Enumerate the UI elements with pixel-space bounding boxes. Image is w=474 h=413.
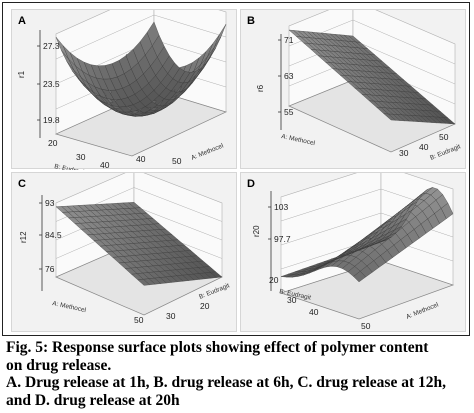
y-axis-label-b: A: Methocel <box>281 133 317 147</box>
z-axis-label-a: r1 <box>17 70 26 78</box>
surface-cell-d <box>280 273 294 278</box>
panel-b: B 71 63 55 r6 30 40 50 A: Methocel B: Eudragit <box>240 9 466 169</box>
z-tick-label-b: 71 <box>284 35 294 45</box>
z-axis-label-d: r20 <box>252 225 261 237</box>
surface-cell-a <box>55 36 69 59</box>
z-tick-label-a: 23.5 <box>43 79 60 89</box>
x-tick-label-a: 40 <box>136 154 146 164</box>
y-axis-label-c: A: Methocel <box>52 300 88 314</box>
panel-label-b: B <box>247 15 255 27</box>
z-tick-label-c: 93 <box>45 198 55 208</box>
z-tick-label-c: 76 <box>45 264 55 274</box>
y-tick-label-a: 20 <box>48 138 58 148</box>
z-tick-label-c: 84.5 <box>45 230 62 240</box>
panel-label-c: C <box>18 178 26 190</box>
y-tick-label-d: 30 <box>287 295 297 305</box>
panel-label-d: D <box>247 178 255 190</box>
y-tick-label-a: 30 <box>76 152 86 162</box>
z-tick-label-d: 103 <box>274 202 288 212</box>
x-tick-label-b: 50 <box>439 132 449 142</box>
caption-line-2: on drug release. <box>6 356 112 374</box>
z-tick-label-d: 97.7 <box>274 234 291 244</box>
x-tick-label-a: 50 <box>172 156 182 166</box>
y-tick-label-d: 40 <box>309 307 319 317</box>
caption-line-4: and D. drug release at 20h <box>6 391 180 409</box>
panel-label-a: A <box>18 15 26 27</box>
z-tick-label-a: 27.3 <box>43 41 60 51</box>
x-axis-label-d: A: Methocel <box>405 301 440 321</box>
caption-line-3: A. Drug release at 1h, B. drug release a… <box>6 374 446 392</box>
surface-cell-b <box>288 29 302 38</box>
wall-grid-line-a <box>55 14 227 60</box>
z-tick-label-b: 55 <box>284 107 294 117</box>
figure-frame: A 27.3 23.5 19.8 r1 40 50 20 30 40 B: Eudragit A: M… <box>2 2 470 336</box>
z-tick-label-b: 63 <box>284 71 294 81</box>
x-tick-label-c: 20 <box>200 301 210 311</box>
z-axis-label-c: r12 <box>19 231 28 243</box>
x-tick-label-d: 50 <box>361 321 371 331</box>
panel-a: A 27.3 23.5 19.8 r1 40 50 20 30 40 B: Eudragit A: M… <box>11 9 237 170</box>
x-tick-label-c: 50 <box>134 315 144 325</box>
figure-caption: Fig. 5: Response surface plots showing e… <box>6 339 470 409</box>
x-axis-label-b: B: Eudragit <box>429 143 462 162</box>
y-tick-label-d: 20 <box>269 275 279 285</box>
y-axis-label-a: B: Eudragit <box>54 163 87 170</box>
surface-plot-a: A 27.3 23.5 19.8 r1 40 50 20 30 40 B: Eudragit A: M… <box>17 10 227 170</box>
x-tick-label-c: 30 <box>166 311 176 321</box>
z-axis-label-b: r6 <box>256 84 265 92</box>
panel-c: C 93 84.5 76 r12 50 30 20 A: Methocel B: Eudragit <box>11 172 237 332</box>
x-tick-label-b: 30 <box>399 148 409 158</box>
surface-cell-c <box>55 206 69 213</box>
surface-plot-b: B 71 63 55 r6 30 40 50 A: Methocel B: Eudragit <box>247 10 462 162</box>
y-tick-label-a: 40 <box>100 160 110 170</box>
x-axis-label-a: A: Methocel <box>190 142 225 162</box>
caption-line-1: Fig. 5: Response surface plots showing e… <box>6 339 429 356</box>
panel-d: D 103 97.7 r20 50 20 30 40 B: Eudragit A: Methoce… <box>240 172 466 332</box>
x-tick-label-b: 40 <box>419 142 429 152</box>
z-tick-label-a: 19.8 <box>43 115 60 125</box>
